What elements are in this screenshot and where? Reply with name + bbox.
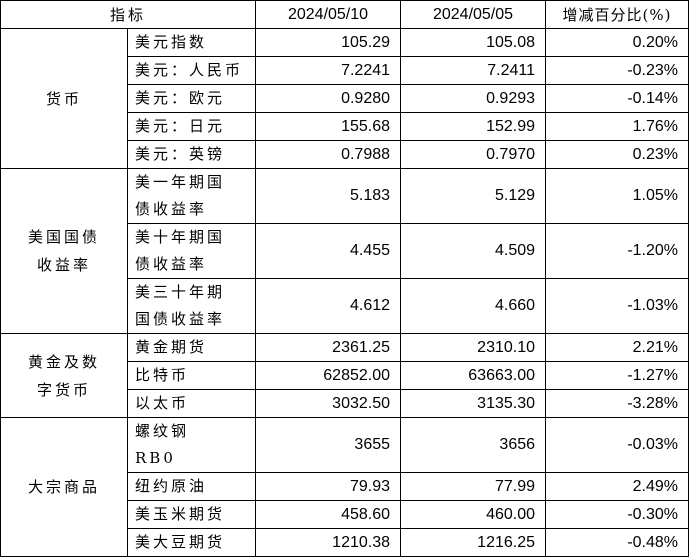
value-2024-05-10: 2361.25 [255, 333, 402, 362]
change-percent: -1.27% [545, 361, 689, 390]
value-2024-05-05: 4.509 [400, 223, 547, 279]
value-2024-05-10: 3655 [255, 417, 402, 473]
change-percent: 1.05% [545, 168, 689, 224]
change-percent: 0.23% [545, 140, 689, 169]
value-2024-05-05: 4.660 [400, 278, 547, 334]
value-2024-05-05: 63663.00 [400, 361, 547, 390]
table-row: 纽约原油 79.93 77.99 2.49% [1, 472, 689, 501]
header-row: 指标 2024/05/10 2024/05/05 增减百分比(%) [0, 0, 689, 29]
value-2024-05-10: 105.29 [255, 28, 402, 57]
value-2024-05-05: 1216.25 [400, 528, 547, 557]
table-row: 美元：日元 155.68 152.99 1.76% [1, 112, 689, 141]
change-percent: -0.14% [545, 84, 689, 113]
value-2024-05-10: 458.60 [255, 500, 402, 529]
value-2024-05-05: 7.2411 [400, 56, 547, 85]
change-percent: -3.28% [545, 389, 689, 418]
indicator-name: 美元：日元 [126, 112, 257, 141]
table-row: 美元：人民币 7.2241 7.2411 -0.23% [1, 56, 689, 85]
value-2024-05-05: 105.08 [400, 28, 547, 57]
table-row: 美十年期国债收益率 4.455 4.509 -1.20% [1, 223, 689, 279]
value-2024-05-10: 0.7988 [255, 140, 402, 169]
value-2024-05-10: 4.612 [255, 278, 402, 334]
value-2024-05-05: 0.7970 [400, 140, 547, 169]
value-2024-05-10: 7.2241 [255, 56, 402, 85]
indicator-name: 以太币 [126, 389, 257, 418]
indicator-name: 美三十年期国债收益率 [126, 278, 257, 334]
change-percent: 1.76% [545, 112, 689, 141]
table-row: 以太币 3032.50 3135.30 -3.28% [1, 389, 689, 418]
header-change: 增减百分比(%) [545, 0, 689, 29]
indicator-name: 美大豆期货 [126, 528, 257, 557]
change-percent: -0.03% [545, 417, 689, 473]
header-date1: 2024/05/10 [255, 0, 402, 29]
indicator-name: 纽约原油 [126, 472, 257, 501]
indicator-name: 美一年期国债收益率 [126, 168, 257, 224]
value-2024-05-10: 155.68 [255, 112, 402, 141]
value-2024-05-10: 0.9280 [255, 84, 402, 113]
indicator-name: 美元指数 [126, 28, 257, 57]
value-2024-05-05: 152.99 [400, 112, 547, 141]
header-date2: 2024/05/05 [400, 0, 547, 29]
value-2024-05-05: 0.9293 [400, 84, 547, 113]
table-row: 大宗商品 螺纹钢 RB0 3655 3656 -0.03% [0, 417, 689, 557]
group-name: 黄金及数字货币 [0, 333, 128, 418]
value-2024-05-10: 5.183 [255, 168, 402, 224]
table-row: 比特币 62852.00 63663.00 -1.27% [1, 361, 689, 390]
group-name: 大宗商品 [0, 417, 128, 557]
change-percent: 0.20% [545, 28, 689, 57]
change-percent: -0.30% [545, 500, 689, 529]
table-row: 黄金及数字货币 黄金期货 2361.25 2310.10 2.21% [0, 333, 689, 418]
indicator-name: 黄金期货 [126, 333, 257, 362]
group-name: 货币 [0, 28, 128, 169]
indicator-name: 美元：英镑 [126, 140, 257, 169]
table-row: 美元：欧元 0.9280 0.9293 -0.14% [1, 84, 689, 113]
value-2024-05-05: 77.99 [400, 472, 547, 501]
change-percent: 2.21% [545, 333, 689, 362]
value-2024-05-10: 1210.38 [255, 528, 402, 557]
group-name: 美国国债收益率 [0, 168, 128, 334]
change-percent: 2.49% [545, 472, 689, 501]
change-percent: -1.20% [545, 223, 689, 279]
indicator-name: 螺纹钢 RB0 [126, 417, 257, 473]
value-2024-05-05: 3656 [400, 417, 547, 473]
table-row: 美元：英镑 0.7988 0.7970 0.23% [1, 140, 689, 169]
indicator-name: 美玉米期货 [126, 500, 257, 529]
value-2024-05-05: 5.129 [400, 168, 547, 224]
value-2024-05-10: 3032.50 [255, 389, 402, 418]
indicator-name: 美十年期国债收益率 [126, 223, 257, 279]
header-indicator: 指标 [0, 0, 257, 29]
value-2024-05-10: 79.93 [255, 472, 402, 501]
table-row: 美国国债收益率 美一年期国债收益率 5.183 5.129 1.05% [0, 168, 689, 334]
table-row: 货币 美元指数 105.29 105.08 0.20% [0, 28, 689, 169]
indicator-name: 美元：欧元 [126, 84, 257, 113]
table-row: 美玉米期货 458.60 460.00 -0.30% [1, 500, 689, 529]
value-2024-05-10: 4.455 [255, 223, 402, 279]
change-percent: -1.03% [545, 278, 689, 334]
value-2024-05-05: 460.00 [400, 500, 547, 529]
value-2024-05-05: 3135.30 [400, 389, 547, 418]
value-2024-05-10: 62852.00 [255, 361, 402, 390]
change-percent: -0.23% [545, 56, 689, 85]
value-2024-05-05: 2310.10 [400, 333, 547, 362]
change-percent: -0.48% [545, 528, 689, 557]
indicator-name: 美元：人民币 [126, 56, 257, 85]
indicator-name: 比特币 [126, 361, 257, 390]
